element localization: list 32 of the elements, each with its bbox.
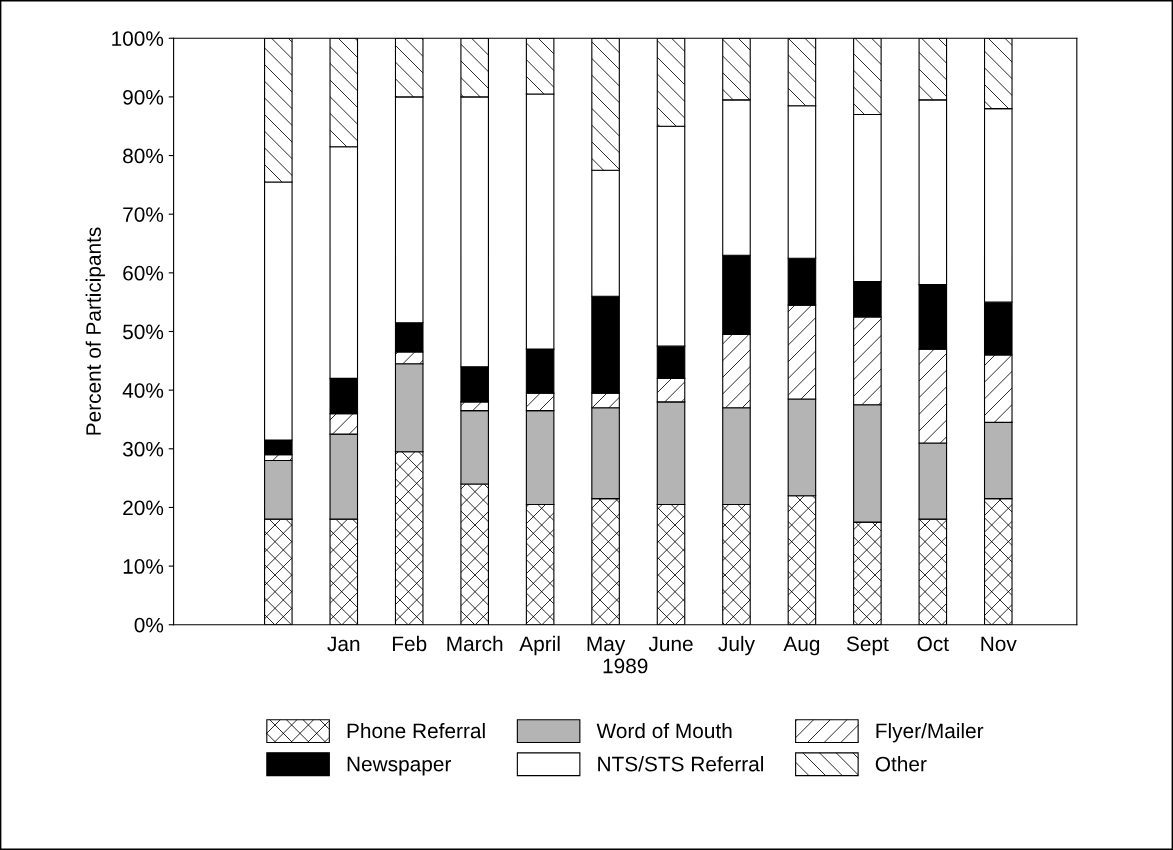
y-tick-label: 60% [123,265,164,281]
x-tick-label: Aug [783,636,820,656]
x-tick-label: July [718,635,755,656]
x-tick-label: Oct [917,636,949,652]
y-tick-label: 100% [112,31,164,46]
legend-label: Phone Referral [347,722,485,739]
legend-label: Word of Mouth [596,722,732,739]
legend-label: Other [875,756,927,772]
legend-label: NTS/STS Referral [598,756,763,772]
y-tick-label: 20% [123,500,164,516]
y-tick-label: 40% [122,383,164,398]
x-tick-label: Jan [327,636,360,652]
x-tick-label: Feb [392,635,427,652]
x-tick-label: March [447,635,503,652]
x-tick-label: April [519,635,560,656]
y-tick-label: 70% [123,207,164,222]
legend-label: Flyer/Mailer [876,722,984,743]
bar [787,398,817,497]
bar [656,401,686,506]
x-axis-title: 1989 [603,658,648,674]
y-tick-label: 80% [123,148,164,164]
y-tick-label: 0% [134,617,164,633]
y-tick-label: 30% [122,441,164,457]
y-axis-title: Percent of Participants [85,227,106,435]
x-tick-label: June [648,636,693,652]
y-tick-label: 90% [123,89,164,105]
y-tick-label: 50% [123,324,164,340]
legend-label: Newspaper [347,756,452,776]
x-tick-label: May [587,636,626,656]
y-tick-label: 10% [123,559,164,574]
x-tick-label: Sept [846,636,889,656]
x-tick-label: Nov [981,636,1017,652]
